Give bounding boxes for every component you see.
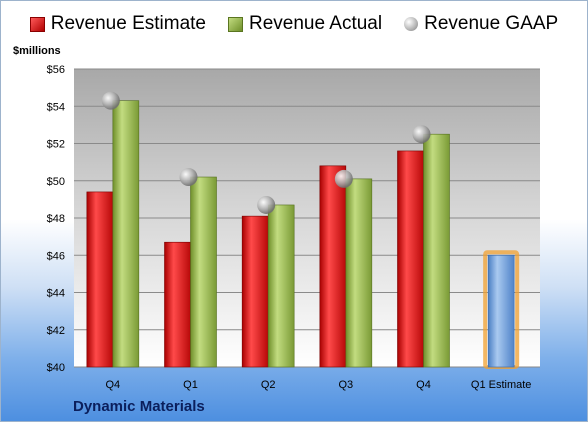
- y-tick-label: $44: [47, 288, 65, 300]
- x-axis-ticks: Q4 Q1 Q2 Q3 Q4 Q1 Estimate: [105, 379, 531, 391]
- x-tick-label: Q3: [338, 379, 353, 391]
- legend-swatch-gaap: [404, 17, 419, 31]
- gaap-point: [101, 91, 120, 110]
- y-tick-label: $40: [47, 362, 65, 374]
- legend-item-actual: Revenue Actual: [228, 13, 382, 35]
- bar-estimate: [164, 241, 191, 368]
- gaap-point: [257, 195, 276, 214]
- x-tick-label: Q4: [105, 379, 120, 391]
- legend-swatch-actual: [228, 16, 243, 32]
- x-tick-label: Q2: [261, 379, 276, 391]
- y-axis-unit-label: $millions: [13, 45, 61, 57]
- bars: [86, 100, 520, 369]
- y-tick-label: $56: [47, 64, 65, 76]
- gaap-point: [179, 168, 198, 187]
- gaap-points: [101, 91, 431, 214]
- x-tick-label: Q1: [183, 379, 198, 391]
- gridlines: [74, 68, 540, 368]
- legend-swatch-estimate: [29, 16, 45, 32]
- legend-label-actual: Revenue Actual: [249, 13, 383, 34]
- bar-estimate: [397, 150, 424, 368]
- bar-actual: [267, 204, 295, 368]
- bar-estimate: [319, 165, 347, 368]
- legend-label-gaap: Revenue GAAP: [424, 13, 559, 34]
- legend: Revenue Estimate Revenue Actual Revenue …: [1, 13, 587, 35]
- bar-estimate: [86, 191, 114, 368]
- gaap-point: [412, 125, 431, 144]
- y-tick-label: $54: [47, 101, 65, 113]
- y-tick-label: $52: [47, 139, 65, 151]
- gaap-point: [334, 169, 353, 188]
- x-tick-label: Q1 Estimate: [471, 379, 532, 391]
- legend-item-gaap: Revenue GAAP: [404, 13, 558, 35]
- y-tick-label: $46: [47, 250, 65, 262]
- company-name: Dynamic Materials: [73, 398, 205, 415]
- legend-item-estimate: Revenue Estimate: [29, 13, 206, 35]
- y-axis-ticks: $40 $42 $44 $46 $48 $50 $52 $54 $56: [47, 64, 65, 374]
- bar-actual: [423, 133, 450, 368]
- y-tick-label: $48: [47, 213, 65, 225]
- bar-actual: [345, 178, 373, 368]
- bar-estimate: [241, 215, 269, 368]
- bar-actual: [190, 176, 217, 368]
- y-tick-label: $50: [47, 176, 65, 188]
- bar-actual: [112, 100, 140, 368]
- legend-label-estimate: Revenue Estimate: [50, 13, 206, 34]
- bar-actual-forecast: [487, 254, 515, 368]
- y-tick-label: $42: [47, 325, 65, 337]
- x-tick-label: Q4: [416, 379, 431, 391]
